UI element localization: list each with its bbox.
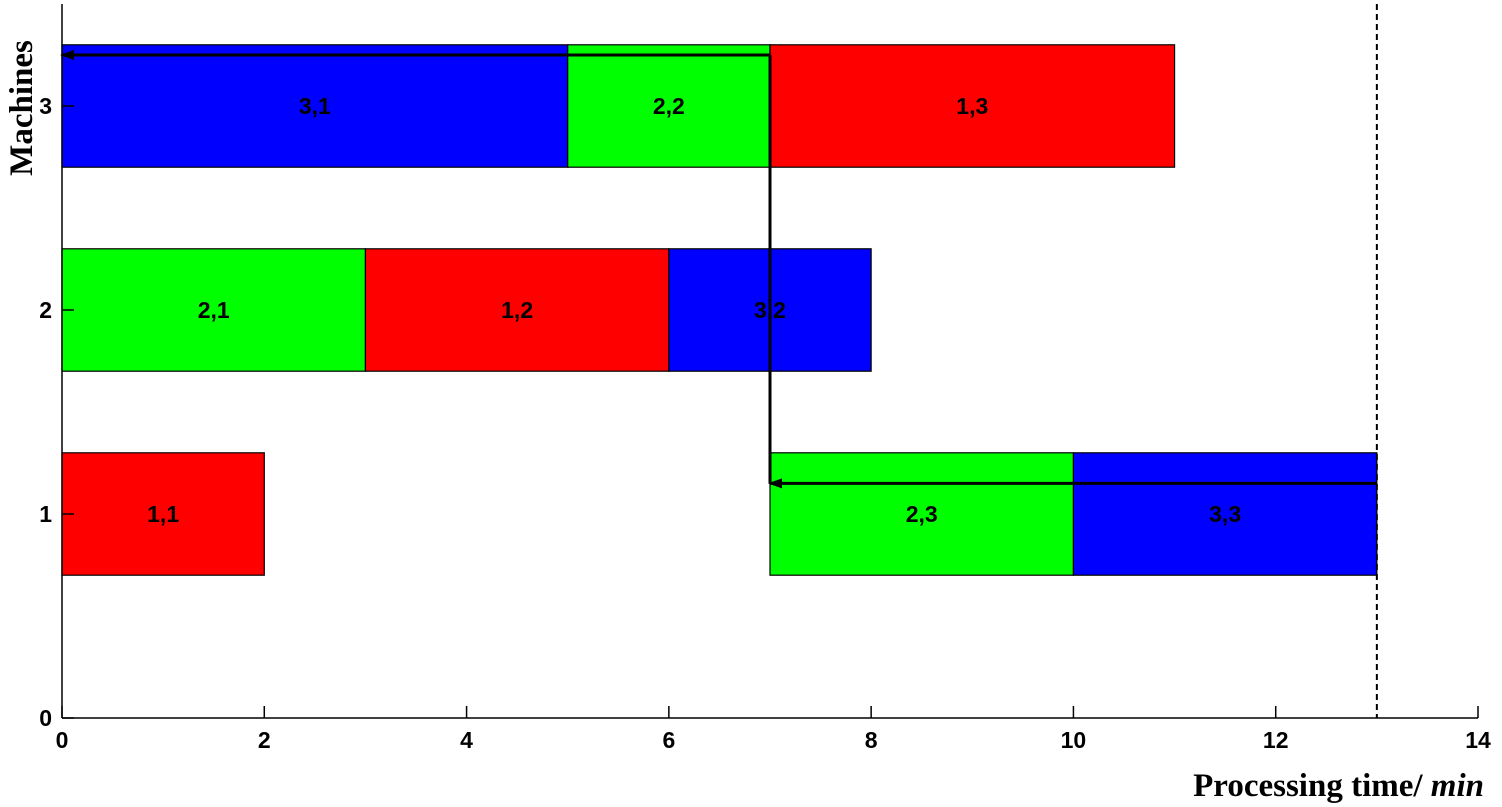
task-bar-3-3 <box>1072 452 1378 576</box>
task-label-3-1: 3,1 <box>299 93 331 119</box>
x-tick-label-4: 4 <box>460 727 473 753</box>
task-bar-1-2 <box>364 248 670 372</box>
x-axis-title: Processing time/ min <box>1193 768 1484 804</box>
task-bar-3-1 <box>61 44 569 168</box>
task-label-3-3: 3,3 <box>1209 501 1241 527</box>
x-tick-label-0: 0 <box>56 727 69 753</box>
y-axis-title: Machines <box>4 40 40 176</box>
task-bar-2-3 <box>769 452 1075 576</box>
x-tick-label-12: 12 <box>1263 727 1289 753</box>
task-label-1-1: 1,1 <box>147 501 179 527</box>
task-label-2-1: 2,1 <box>198 297 230 323</box>
task-label-1-2: 1,2 <box>501 297 533 323</box>
x-tick-label-6: 6 <box>662 727 675 753</box>
bars-layer: 1,1 2,3 3,32,1 1,2 3,23,1 2,2 1,3 <box>61 44 1378 576</box>
x-tick-label-14: 14 <box>1465 727 1491 753</box>
y-tick-label-3: 3 <box>39 93 52 119</box>
x-tick-label-10: 10 <box>1061 727 1087 753</box>
y-tick-label-2: 2 <box>39 297 52 323</box>
task-label-1-3: 1,3 <box>956 93 988 119</box>
x-axis-title-text: Processing time/ <box>1193 768 1431 804</box>
x-tick-label-2: 2 <box>258 727 271 753</box>
task-label-2-2: 2,2 <box>653 93 685 119</box>
task-bar-1-3 <box>769 44 1176 168</box>
x-tick-label-8: 8 <box>865 727 878 753</box>
task-label-2-3: 2,3 <box>906 501 938 527</box>
y-tick-label-0: 0 <box>39 705 52 731</box>
critical-path-layer <box>60 4 1378 718</box>
task-bar-1-1 <box>61 452 265 576</box>
task-bar-2-2 <box>567 44 771 168</box>
y-tick-label-1: 1 <box>39 501 52 527</box>
task-bar-2-1 <box>61 248 367 372</box>
x-axis-title-unit: min <box>1431 768 1484 804</box>
